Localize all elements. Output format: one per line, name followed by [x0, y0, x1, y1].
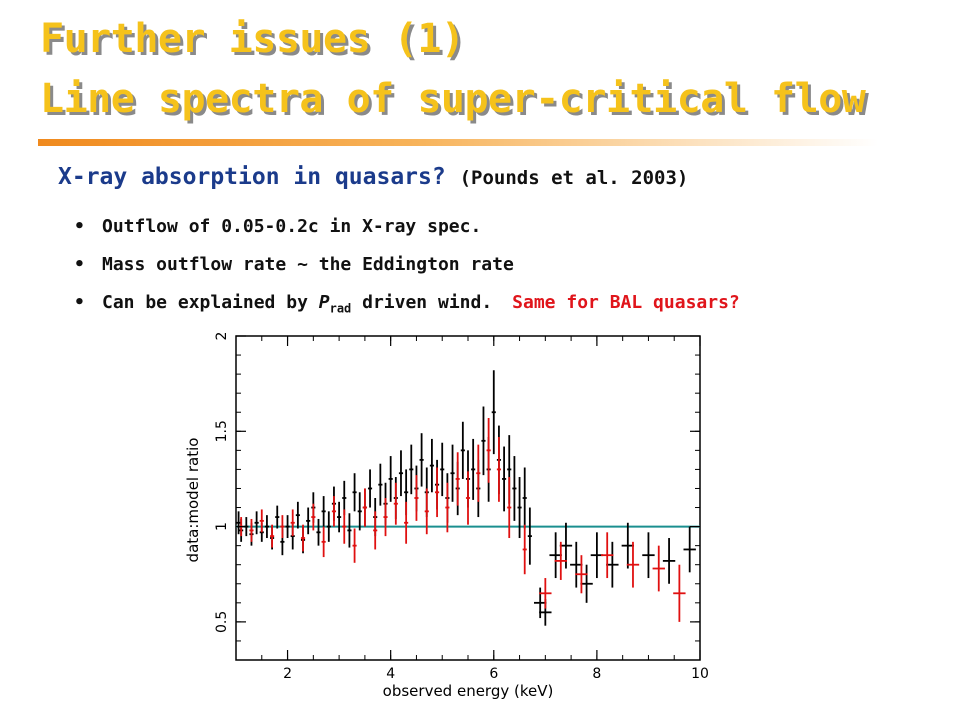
bullet-item: • Outflow of 0.05-0.2c in X-ray spec. — [74, 216, 482, 237]
bullet-text-post: driven wind. — [351, 292, 493, 313]
slide-title-line-2: Line spectra of super-critical flow — [40, 76, 866, 122]
symbol-subscript-rad: rad — [329, 301, 352, 316]
x-axis-label: observed energy (keV) — [383, 682, 554, 700]
y-tick-label: 0.5 — [214, 611, 230, 633]
x-tick-label: 2 — [283, 666, 292, 682]
bullet-item: • Can be explained by Prad driven wind. Sa… — [74, 292, 740, 316]
x-tick-label: 8 — [592, 666, 601, 682]
bullet-text: Outflow of 0.05-0.2c in X-ray spec. — [102, 216, 482, 237]
bullet-text: Mass outflow rate ~ the Eddington rate — [102, 254, 514, 275]
x-tick-label: 6 — [489, 666, 498, 682]
axis-ticks: 2 4 6 8 10 0.5 1 1.5 2 — [214, 332, 709, 682]
title-underline — [38, 139, 878, 146]
bal-quasar-note: Same for BAL quasars? — [512, 292, 740, 313]
y-tick-label: 1.5 — [214, 420, 230, 442]
subheading-text: X-ray absorption in quasars? — [58, 164, 446, 190]
bullet-item: • Mass outflow rate ~ the Eddington rate — [74, 254, 514, 275]
slide-title-line-1: Further issues (1) — [40, 16, 465, 62]
subheading: X-ray absorption in quasars? (Pounds et … — [58, 164, 688, 190]
x-tick-label: 10 — [691, 666, 709, 682]
y-axis-label: data:model ratio — [184, 438, 202, 563]
x-tick-label: 4 — [386, 666, 395, 682]
symbol-p: P — [318, 292, 330, 313]
data-points — [236, 370, 696, 626]
bullet-text-pre: Can be explained by — [102, 292, 319, 313]
y-tick-label: 2 — [214, 332, 230, 341]
reference-citation: (Pounds et al. 2003) — [459, 167, 689, 189]
y-tick-label: 1 — [214, 522, 230, 531]
bullet-list: • Outflow of 0.05-0.2c in X-ray spec. • Ma… — [74, 216, 740, 330]
